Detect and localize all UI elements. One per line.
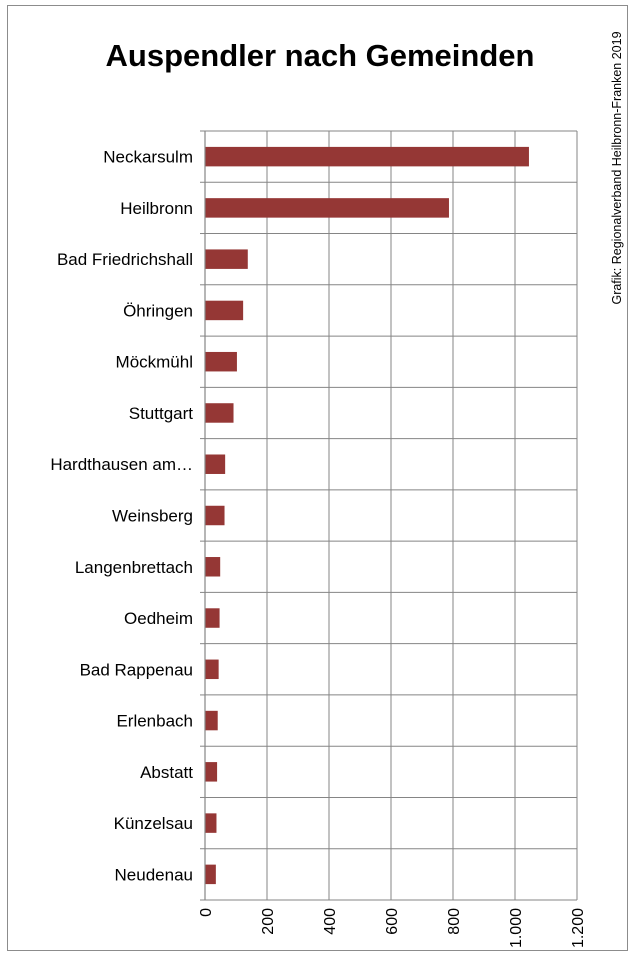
- bar: [205, 454, 226, 474]
- bar: [205, 710, 218, 731]
- x-tick-label: 200: [260, 908, 277, 935]
- category-label: Möckmühl: [116, 353, 193, 372]
- bar: [205, 864, 216, 885]
- category-label: Neudenau: [115, 865, 193, 884]
- category-label: Stuttgart: [129, 404, 194, 423]
- category-label: Bad Rappenau: [80, 660, 193, 679]
- category-label: Neckarsulm: [103, 148, 193, 167]
- x-tick-label: 600: [384, 908, 401, 935]
- category-label: Erlenbach: [116, 712, 193, 731]
- category-label: Künzelsau: [114, 814, 193, 833]
- category-label: Weinsberg: [112, 507, 193, 526]
- bar: [205, 557, 221, 577]
- gridlines: [205, 130, 578, 901]
- x-tick-label: 400: [322, 908, 339, 935]
- bar: [205, 813, 217, 833]
- category-label: Bad Friedrichshall: [57, 250, 193, 269]
- bar: [205, 249, 248, 269]
- bars: [205, 146, 529, 885]
- bar: [205, 198, 449, 218]
- chart-title: Auspendler nach Gemeinden: [106, 38, 535, 73]
- category-label: Heilbronn: [120, 199, 193, 218]
- category-label: Hardthausen am…: [50, 455, 193, 474]
- category-label: Abstatt: [140, 763, 193, 782]
- bar: [205, 403, 234, 423]
- category-label: Langenbrettach: [75, 558, 193, 577]
- x-tick-label: 0: [198, 908, 215, 917]
- bar: [205, 300, 244, 321]
- chart-credit: Grafik: Regionalverband Heilbronn-Franke…: [610, 31, 624, 304]
- category-label: Oedheim: [124, 609, 193, 628]
- tick-labels: 0 200 400 600 800 1.000 1.200: [198, 908, 587, 948]
- category-labels: Neckarsulm Heilbronn Bad Friedrichshall Öhr…: [50, 148, 193, 885]
- x-tick-label: 1.000: [508, 908, 525, 948]
- bar: [205, 659, 219, 680]
- category-label: Öhringen: [123, 301, 193, 320]
- x-tick-label: 800: [446, 908, 463, 935]
- x-tick-label: 1.200: [570, 908, 587, 948]
- bar: [205, 351, 237, 372]
- bar: [205, 505, 225, 526]
- axes: [200, 130, 206, 901]
- bar: [205, 146, 529, 167]
- bar: [205, 762, 218, 782]
- bar: [205, 608, 220, 628]
